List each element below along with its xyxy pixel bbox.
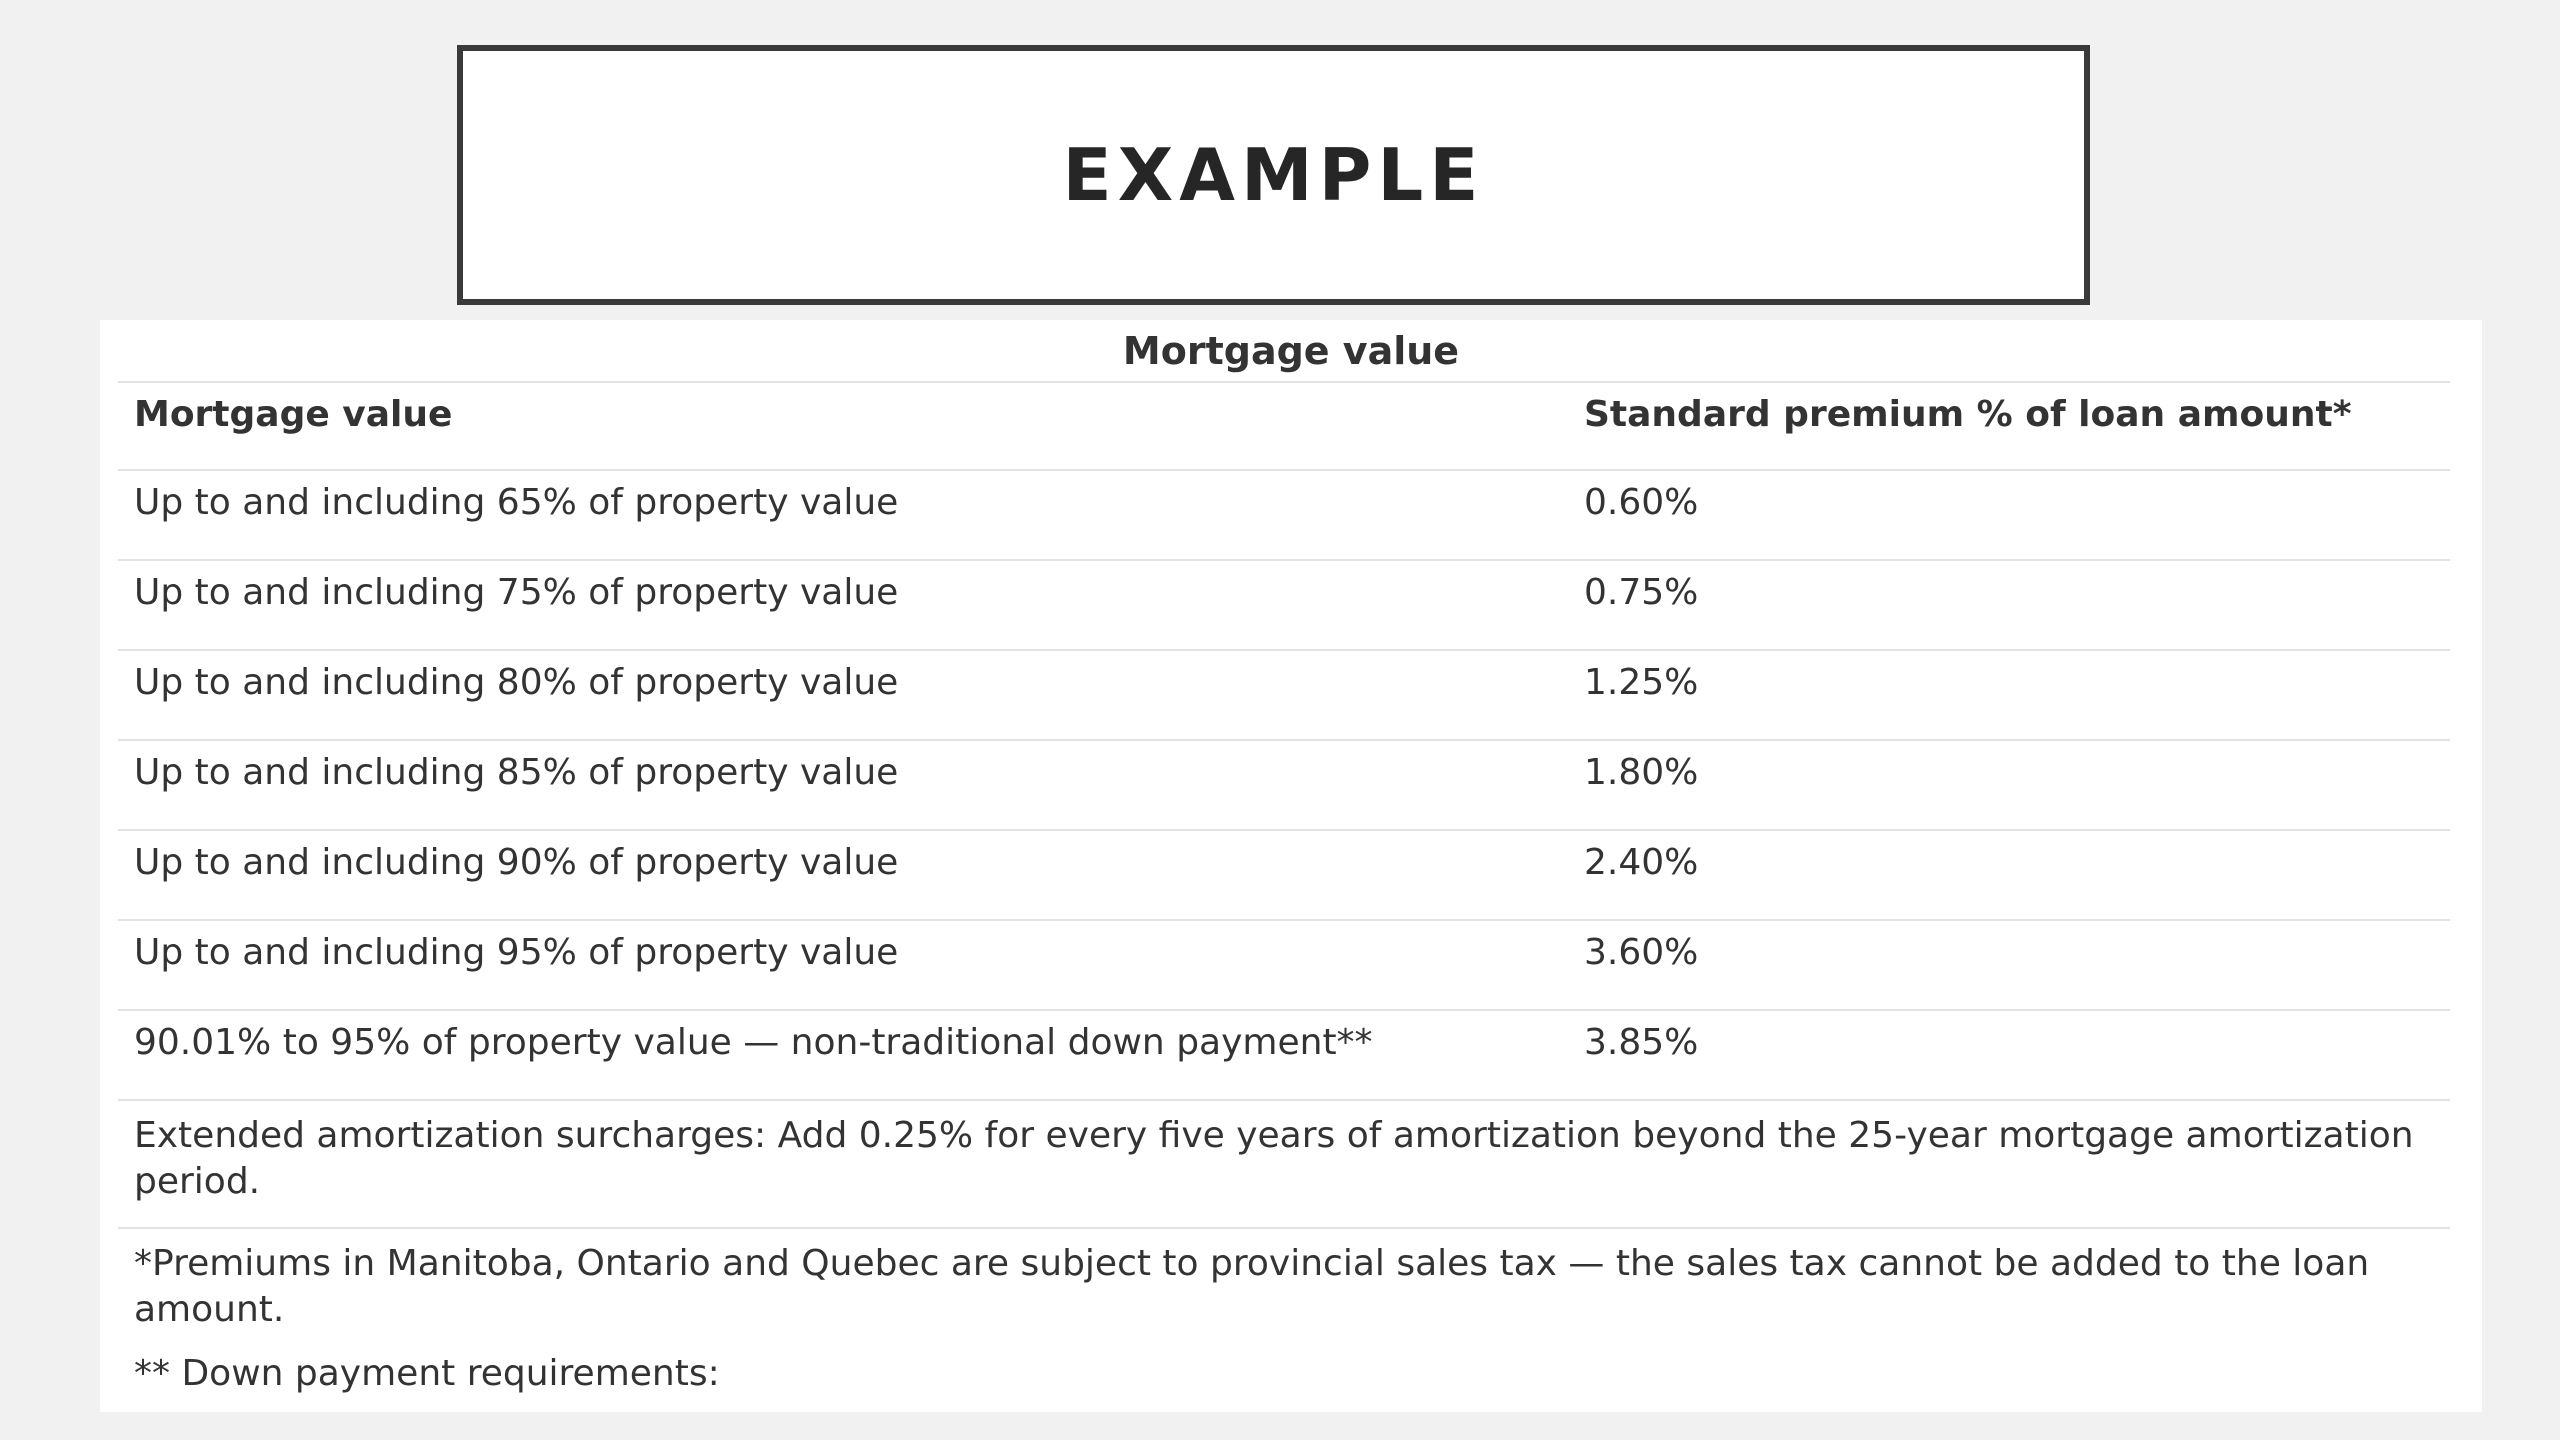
table-row: Up to and including 90% of property valu… <box>118 829 2450 920</box>
mortgage-value-cell: Up to and including 80% of property valu… <box>118 649 1568 740</box>
mortgage-value-cell: Up to and including 90% of property valu… <box>118 829 1568 920</box>
footnote-down-payment: ** Down payment requirements: <box>134 1353 720 1394</box>
footnotes-cell: *Premiums in Manitoba, Ontario and Quebe… <box>118 1227 2450 1397</box>
premium-cell: 0.60% <box>1568 469 2450 560</box>
mortgage-value-cell: Up to and including 65% of property valu… <box>118 469 1568 560</box>
footnote-row: *Premiums in Manitoba, Ontario and Quebe… <box>118 1227 2450 1397</box>
mortgage-value-cell: Up to and including 75% of property valu… <box>118 559 1568 650</box>
premium-cell: 1.80% <box>1568 739 2450 830</box>
table-row: Up to and including 85% of property valu… <box>118 739 2450 830</box>
premium-cell: 0.75% <box>1568 559 2450 650</box>
slide-title: EXAMPLE <box>1062 133 1485 217</box>
premium-table: Mortgage value Standard premium % of loa… <box>118 381 2450 1397</box>
table-caption: Mortgage value <box>1122 329 1460 373</box>
table-header-row: Mortgage value Standard premium % of loa… <box>118 381 2450 470</box>
column-header-mortgage-value: Mortgage value <box>118 381 1568 470</box>
surcharge-row: Extended amortization surcharges: Add 0.… <box>118 1099 2450 1228</box>
title-box: EXAMPLE <box>457 45 2090 305</box>
premium-cell: 3.60% <box>1568 919 2450 1010</box>
premium-cell: 1.25% <box>1568 649 2450 740</box>
table-row: Up to and including 75% of property valu… <box>118 559 2450 650</box>
footnote-tax: *Premiums in Manitoba, Ontario and Quebe… <box>134 1243 2370 1330</box>
surcharge-note: Extended amortization surcharges: Add 0.… <box>118 1099 2450 1228</box>
mortgage-value-cell: 90.01% to 95% of property value — non-tr… <box>118 1009 1568 1100</box>
table-row: Up to and including 80% of property valu… <box>118 649 2450 740</box>
table-row: Up to and including 65% of property valu… <box>118 469 2450 560</box>
column-header-standard-premium: Standard premium % of loan amount* <box>1568 381 2450 470</box>
premium-cell: 3.85% <box>1568 1009 2450 1100</box>
mortgage-value-cell: Up to and including 95% of property valu… <box>118 919 1568 1010</box>
table-row: Up to and including 95% of property valu… <box>118 919 2450 1010</box>
premium-cell: 2.40% <box>1568 829 2450 920</box>
table-row: 90.01% to 95% of property value — non-tr… <box>118 1009 2450 1100</box>
mortgage-value-cell: Up to and including 85% of property valu… <box>118 739 1568 830</box>
premium-table-card: Mortgage value Mortgage value Standard p… <box>100 320 2482 1412</box>
